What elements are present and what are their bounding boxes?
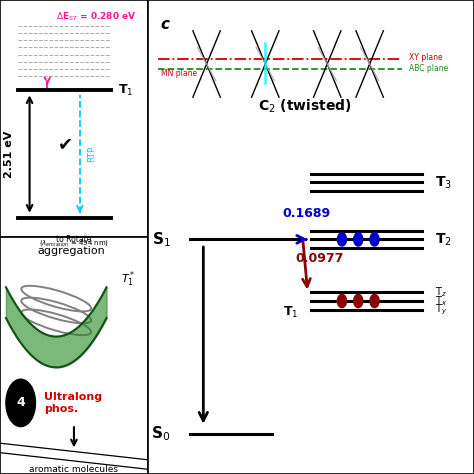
Text: T$_1$: T$_1$	[118, 82, 134, 98]
Text: 0.0977: 0.0977	[295, 253, 343, 265]
Text: c: c	[161, 17, 170, 32]
Text: 2.51 eV: 2.51 eV	[4, 130, 14, 178]
Text: ✔: ✔	[57, 136, 73, 154]
Circle shape	[6, 379, 36, 427]
Text: T$_1^*$: T$_1^*$	[121, 270, 135, 290]
Circle shape	[337, 294, 346, 308]
Text: T$_3$: T$_3$	[435, 174, 452, 191]
Circle shape	[354, 233, 363, 246]
Text: aromatic molecules: aromatic molecules	[29, 465, 118, 474]
Text: 0.1689: 0.1689	[282, 208, 330, 220]
Text: ($\lambda_{emission}$ = 494 nm): ($\lambda_{emission}$ = 494 nm)	[39, 238, 109, 248]
Text: MN plane: MN plane	[161, 69, 197, 78]
Text: T$_z$: T$_z$	[435, 285, 447, 300]
Text: C$_2$ (twisted): C$_2$ (twisted)	[257, 98, 351, 115]
Text: T$_y$: T$_y$	[435, 302, 447, 317]
Text: T$_2$: T$_2$	[435, 231, 452, 247]
Text: XY plane: XY plane	[409, 54, 442, 62]
Text: T$_1$: T$_1$	[283, 305, 298, 320]
Text: to Rotate: to Rotate	[56, 235, 91, 244]
Text: T$_x$: T$_x$	[435, 294, 447, 308]
Circle shape	[370, 294, 379, 308]
Text: Ultralong
phos.: Ultralong phos.	[45, 392, 102, 414]
Circle shape	[370, 233, 379, 246]
Text: S$_0$: S$_0$	[152, 424, 171, 443]
Circle shape	[354, 294, 363, 308]
Text: ABC plane: ABC plane	[409, 64, 448, 73]
Circle shape	[337, 233, 346, 246]
Text: RTP: RTP	[87, 146, 96, 162]
Text: S$_1$: S$_1$	[152, 230, 171, 249]
Text: 4: 4	[16, 396, 25, 410]
Text: $\Delta$E$_{ST}$ = 0.280 eV: $\Delta$E$_{ST}$ = 0.280 eV	[56, 10, 137, 23]
Text: aggregation: aggregation	[37, 246, 105, 256]
